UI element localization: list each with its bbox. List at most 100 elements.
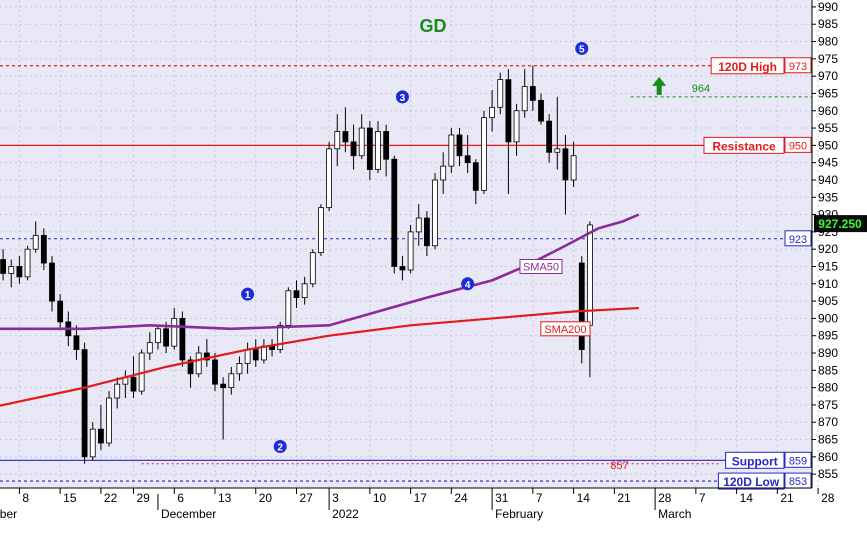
x-tick-label: 7 (536, 491, 543, 505)
y-tick-label: 905 (818, 294, 838, 308)
y-tick-label: 865 (818, 433, 838, 447)
x-tick-label: 21 (780, 491, 794, 505)
x-tick-label: 14 (740, 491, 754, 505)
last-price-label: 927.250 (818, 217, 862, 231)
y-tick-label: 980 (818, 35, 838, 49)
candle-body (432, 179, 438, 247)
month-label: December (161, 507, 216, 521)
candle-body (32, 234, 39, 250)
moving-averages (0, 213, 640, 407)
y-tick-label: 940 (818, 173, 838, 187)
y-tick-label: 990 (818, 0, 838, 14)
candle-body (146, 342, 153, 354)
candle-body (391, 158, 398, 267)
level-name-label: Resistance (712, 139, 776, 153)
candle-body (98, 428, 104, 444)
candle-body (301, 283, 308, 299)
y-tick-label: 935 (818, 190, 838, 204)
candle-body (106, 397, 112, 444)
candle-body (546, 120, 553, 153)
candle-body (578, 262, 585, 350)
wave-marker (241, 287, 255, 301)
candle-body (375, 131, 381, 170)
candle-body (114, 383, 121, 399)
target-label: 964 (692, 83, 710, 95)
x-tick-label: 8 (22, 491, 29, 505)
candle-body (89, 428, 96, 458)
candle-body (505, 79, 512, 143)
candle-body (309, 252, 316, 285)
chart-title: GD (420, 16, 447, 36)
candle-body (252, 349, 259, 361)
x-tick-label: 28 (658, 491, 672, 505)
candle-body (448, 134, 455, 167)
annotations: SMA50 SMA200 1 2 3 4 5 (241, 41, 591, 453)
wave-label: 2 (277, 442, 283, 453)
y-tick-label: 910 (818, 277, 838, 291)
y-tick-label: 960 (818, 104, 838, 118)
candle-body (350, 141, 357, 157)
x-tick-label: 7 (699, 491, 706, 505)
wave-marker (273, 439, 287, 453)
ref-price-box (784, 230, 812, 247)
wave-marker (395, 90, 409, 104)
month-label: February (495, 507, 543, 521)
last-price-box (814, 215, 867, 233)
series-sma50 (0, 213, 640, 331)
candle-body (415, 217, 422, 233)
candles (0, 65, 593, 464)
x-tick-label: 31 (495, 491, 509, 505)
candle-body (366, 127, 373, 170)
ma-label: SMA200 (544, 324, 586, 336)
ref-price-label: 923 (789, 234, 807, 246)
candle-body (456, 134, 463, 157)
candle-body (163, 328, 170, 347)
ma-label-box (519, 258, 563, 274)
candle-body (513, 110, 520, 143)
candle-body (57, 300, 64, 323)
wave-marker (575, 41, 589, 55)
candle-body (220, 383, 227, 389)
level-name-box (710, 57, 785, 75)
x-tick-label: 28 (821, 491, 835, 505)
y-tick-label: 955 (818, 121, 838, 135)
x-tick-label: 27 (300, 491, 314, 505)
candle-body (73, 335, 80, 350)
wave-label: 3 (400, 93, 406, 104)
x-tick-label: 29 (137, 491, 151, 505)
candle-body (187, 359, 194, 375)
y-tick-label: 920 (818, 242, 838, 256)
wave-label: 5 (579, 44, 585, 55)
y-axis-panel (812, 0, 867, 537)
candle-body (195, 352, 202, 375)
candle-body (228, 373, 235, 389)
y-tick-label: 965 (818, 86, 838, 100)
candle-body (358, 127, 365, 157)
candle-body (293, 290, 300, 299)
candle-body (554, 148, 561, 153)
up-arrow-icon (652, 76, 667, 95)
y-tick-label: 970 (818, 69, 838, 83)
x-tick-label: 22 (104, 491, 118, 505)
candle-body (171, 318, 178, 347)
y-tick-label: 900 (818, 311, 838, 325)
y-tick-label: 985 (818, 17, 838, 31)
series-sma200 (0, 306, 639, 407)
candle-body (521, 86, 528, 112)
plot-background (0, 0, 812, 488)
y-tick-label: 890 (818, 346, 838, 360)
candle-body (8, 266, 15, 274)
candle-body (326, 148, 333, 209)
candle-body (570, 155, 577, 181)
candle-body (179, 318, 186, 361)
candle-body (212, 359, 218, 385)
level-name-label: 120D High (718, 60, 777, 74)
level-name-label: 120D Low (723, 475, 780, 489)
candle-body (244, 349, 251, 364)
level-price-label: 950 (789, 140, 807, 152)
level-price-label: 859 (789, 455, 807, 467)
y-tick-label: 875 (818, 398, 838, 412)
candle-body (203, 352, 210, 361)
